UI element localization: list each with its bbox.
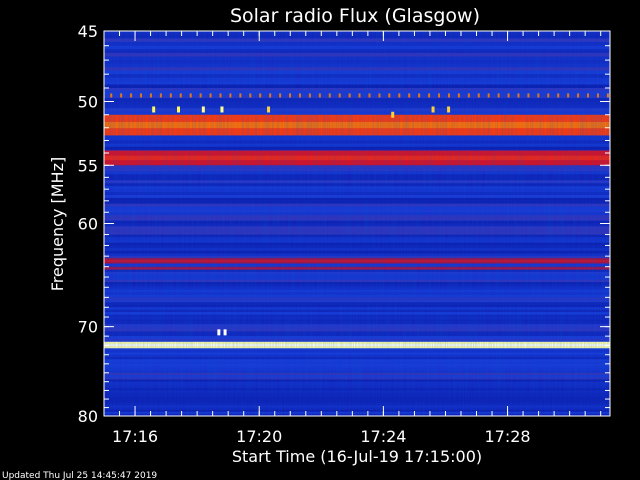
noise-texture	[104, 31, 610, 416]
plot-area	[104, 31, 610, 416]
burst	[220, 106, 224, 113]
y-tick-label: 70	[78, 318, 98, 337]
radio-bursts	[152, 106, 451, 336]
y-axis-ticks	[104, 30, 610, 417]
burst	[217, 329, 221, 336]
x-tick-label: 17:20	[236, 427, 282, 446]
updated-footer: Updated Thu Jul 25 14:45:47 2019	[2, 471, 157, 480]
y-tick-label: 80	[78, 407, 98, 426]
x-axis-tick-labels: 17:16 17:20 17:24 17:28	[112, 427, 531, 446]
burst	[177, 106, 181, 113]
burst	[391, 111, 395, 118]
burst	[447, 106, 451, 113]
burst	[431, 106, 435, 113]
x-tick-label: 17:24	[360, 427, 406, 446]
x-tick-label: 17:28	[485, 427, 531, 446]
burst	[223, 329, 227, 336]
x-axis-label: Start Time (16-Jul-19 17:15:00)	[232, 447, 482, 466]
y-axis-tick-labels: 45 50 55 60 70 80	[78, 22, 98, 426]
y-axis-label: Frequency [MHz]	[48, 157, 67, 291]
x-axis-ticks	[103, 31, 602, 416]
y-tick-label: 55	[78, 156, 98, 175]
burst	[152, 106, 156, 113]
burst	[201, 106, 205, 113]
burst	[267, 106, 271, 113]
y-tick-label: 45	[78, 22, 98, 41]
chart-title: Solar radio Flux (Glasgow)	[230, 5, 480, 27]
y-tick-label: 50	[78, 93, 98, 112]
y-tick-label: 60	[78, 215, 98, 234]
x-tick-label: 17:16	[112, 427, 158, 446]
